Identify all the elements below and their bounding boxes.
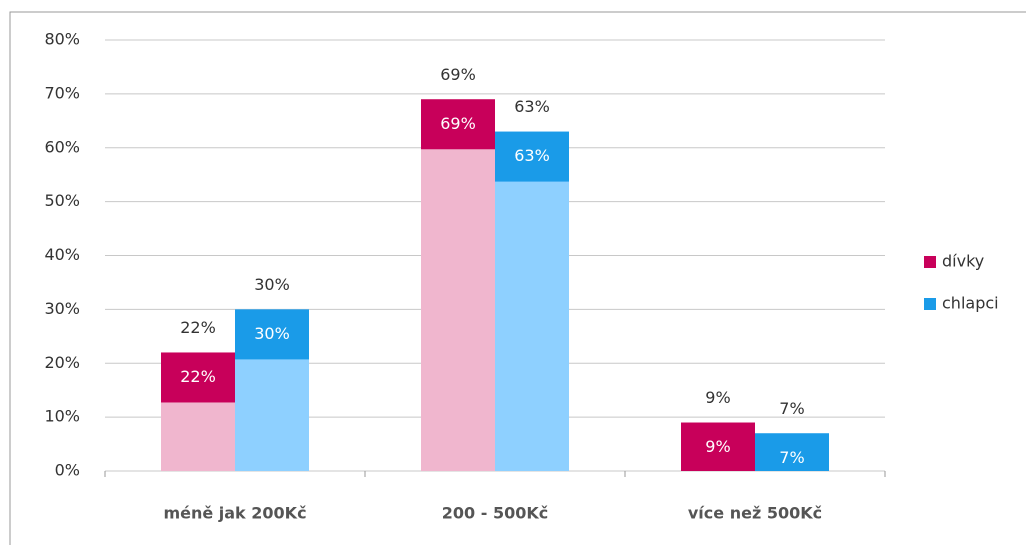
legend-label: dívky	[942, 252, 984, 271]
y-tick-label: 10%	[44, 407, 80, 426]
value-label: 9%	[705, 388, 730, 407]
bar-top	[681, 422, 755, 471]
value-label: 30%	[254, 275, 290, 294]
bar	[421, 99, 495, 471]
y-tick-label: 70%	[44, 83, 80, 102]
y-tick-label: 20%	[44, 353, 80, 372]
value-label: 69%	[440, 65, 476, 84]
value-label-inside: 22%	[180, 367, 216, 386]
y-tick-label: 60%	[44, 137, 80, 156]
legend-swatch	[924, 256, 936, 268]
value-label-inside: 69%	[440, 114, 476, 133]
legend-swatch	[924, 298, 936, 310]
bar-light	[421, 99, 495, 471]
y-tick-label: 50%	[44, 191, 80, 210]
bar	[235, 309, 309, 471]
bar	[755, 433, 829, 471]
x-tick-label: méně jak 200Kč	[163, 504, 306, 523]
y-tick-label: 0%	[55, 461, 80, 480]
bar-light	[495, 131, 569, 471]
value-label-inside: 9%	[705, 437, 730, 456]
bar-top	[161, 352, 235, 403]
x-tick-label: více než 500Kč	[688, 504, 822, 523]
value-label-inside: 30%	[254, 324, 290, 343]
y-tick-label: 40%	[44, 245, 80, 264]
value-label-inside: 63%	[514, 146, 550, 165]
bar	[161, 352, 235, 471]
bar	[495, 131, 569, 471]
y-tick-label: 30%	[44, 299, 80, 318]
x-tick-label: 200 - 500Kč	[442, 504, 548, 523]
bar-top	[755, 433, 829, 471]
bar-top	[235, 309, 309, 360]
chart-border	[9, 11, 1026, 545]
legend-label: chlapci	[942, 294, 999, 313]
y-tick-label: 80%	[44, 30, 80, 49]
bar-top	[495, 131, 569, 182]
value-label-inside: 7%	[779, 448, 804, 467]
bar-top	[421, 99, 495, 150]
value-label: 22%	[180, 318, 216, 337]
value-label: 63%	[514, 97, 550, 116]
bar	[681, 422, 755, 471]
value-label: 7%	[779, 399, 804, 418]
